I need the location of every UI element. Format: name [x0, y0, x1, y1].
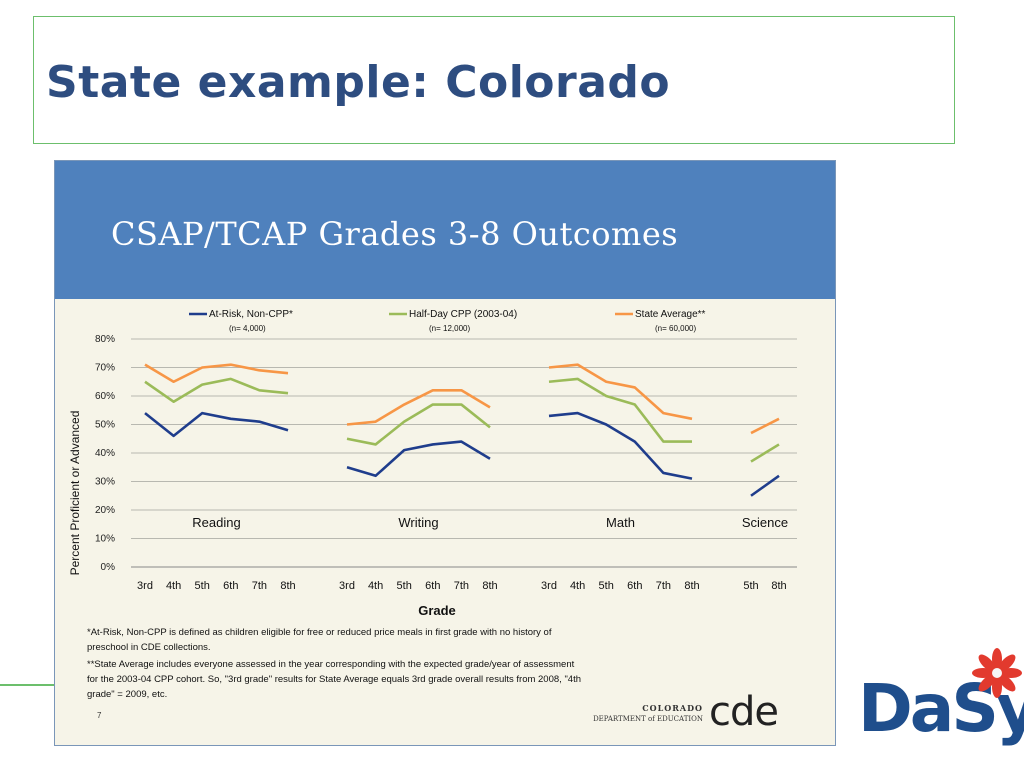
legend-n-3: (n= 60,000): [655, 324, 696, 333]
cde-logo-line2: DEPARTMENT of EDUCATION: [593, 715, 703, 723]
y-tick-label: 10%: [95, 534, 115, 545]
page-number: 7: [97, 711, 102, 720]
y-tick-label: 50%: [95, 420, 115, 431]
legend-n-2: (n= 12,000): [429, 324, 470, 333]
group-label-math: Math: [606, 515, 635, 530]
series-line-1-reading: [144, 411, 289, 438]
y-tick-label: 0%: [101, 562, 116, 573]
cde-logo-caption: COLORADO DEPARTMENT of EDUCATION: [583, 703, 703, 724]
y-axis-label: Percent Proficient or Advanced: [68, 411, 82, 576]
flower-icon: [972, 648, 1022, 698]
y-tick-label: 70%: [95, 363, 115, 374]
x-tick-label: 4th: [166, 580, 181, 592]
series-line-2-reading: [144, 377, 289, 403]
legend-label-1: At-Risk, Non-CPP*: [209, 309, 293, 320]
x-tick-label: 5th: [599, 580, 614, 592]
x-tick-label: 6th: [223, 580, 238, 592]
footnote-line-2: preschool in CDE collections.: [87, 642, 211, 653]
inner-slide-title: CSAP/TCAP Grades 3-8 Outcomes: [111, 215, 679, 253]
legend-label-3: State Average**: [635, 309, 706, 320]
x-tick-label: 6th: [627, 580, 642, 592]
series-line-2-math: [548, 377, 692, 443]
inner-slide-header: CSAP/TCAP Grades 3-8 Outcomes: [55, 161, 835, 299]
x-tick-label: 5th: [397, 580, 412, 592]
accent-divider: [0, 684, 54, 686]
footnote-line-1: *At-Risk, Non-CPP is defined as children…: [87, 627, 552, 638]
group-label-reading: Reading: [192, 515, 240, 530]
cde-logo: COLORADO DEPARTMENT of EDUCATION cde: [583, 689, 823, 739]
x-tick-label: 4th: [570, 580, 585, 592]
series-line-1-writing: [346, 440, 491, 478]
group-label-writing: Writing: [398, 515, 438, 530]
series-line-1-science: [750, 474, 780, 497]
footnote-line-3: **State Average includes everyone assess…: [87, 659, 575, 670]
slide-title: State example: Colorado: [46, 57, 671, 108]
series-line-1-math: [548, 411, 693, 480]
x-tick-label: 6th: [425, 580, 440, 592]
outcomes-line-chart: 0% 10% 20% 30% 40% 50% 60% 70% 80% Percent Profic…: [68, 309, 797, 618]
x-tick-label: 4th: [368, 580, 383, 592]
x-tick-label: 8th: [684, 580, 699, 592]
series-line-3-reading: [144, 363, 289, 384]
y-tick-label: 20%: [95, 505, 115, 516]
x-tick-label: 7th: [454, 580, 469, 592]
y-tick-label: 80%: [95, 334, 115, 345]
x-axis-label: Grade: [418, 603, 456, 618]
y-tick-label: 40%: [95, 448, 115, 459]
series-line-3-math: [548, 363, 693, 421]
x-tick-label: 3rd: [541, 580, 557, 592]
series-line-2-writing: [346, 403, 491, 446]
cde-logo-line1: COLORADO: [642, 703, 703, 713]
y-tick-label: 30%: [95, 477, 115, 488]
legend-n-1: (n= 4,000): [229, 324, 266, 333]
x-tick-label: 8th: [771, 580, 786, 592]
series-line-2-science: [750, 443, 780, 463]
cde-logo-mark: cde: [709, 689, 779, 735]
x-tick-label: 3rd: [137, 580, 153, 592]
embedded-slide-image: CSAP/TCAP Grades 3-8 Outcomes 0% 10% 20% 30…: [54, 160, 836, 746]
series-line-3-writing: [346, 389, 491, 426]
series-line-3-science: [750, 417, 780, 435]
y-tick-label: 60%: [95, 391, 115, 402]
x-tick-label: 5th: [195, 580, 210, 592]
slide-title-box: State example: Colorado: [33, 16, 955, 144]
x-tick-label: 5th: [743, 580, 758, 592]
x-tick-label: 7th: [656, 580, 671, 592]
x-tick-label: 8th: [482, 580, 497, 592]
x-tick-label: 3rd: [339, 580, 355, 592]
dasy-logo: DaSy: [852, 644, 1024, 768]
group-label-science: Science: [742, 515, 788, 530]
x-tick-label: 8th: [280, 580, 295, 592]
x-tick-label: 7th: [252, 580, 267, 592]
legend-label-2: Half-Day CPP (2003-04): [409, 309, 517, 320]
footnote-line-5: grade" = 2009, etc.: [87, 689, 168, 700]
footnote-line-4: for the 2003-04 CPP cohort. So, "3rd gra…: [87, 674, 582, 685]
